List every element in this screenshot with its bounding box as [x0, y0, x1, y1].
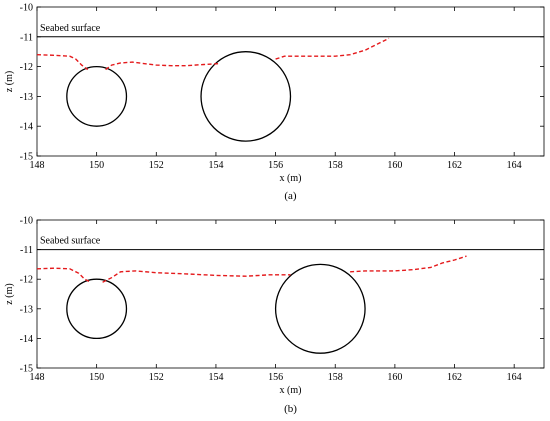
x-tick-label: 156: [268, 160, 283, 171]
y-tick-label: -10: [20, 3, 33, 14]
panel-a: 148 150 152 154 156 158 160 162 164 -10 -11 -12 -13 -…: [4, 3, 545, 202]
x-tick-label: 164: [507, 160, 522, 171]
y-axis-label: z (m): [4, 71, 15, 92]
x-tick-label: 154: [208, 160, 223, 171]
circle-2: [274, 263, 366, 354]
x-axis-label: x (m): [280, 385, 302, 396]
y-tick-label: -13: [20, 92, 33, 103]
y-tick-label: -10: [20, 216, 33, 227]
circle-2: [200, 51, 292, 142]
y-axis-label: z (m): [4, 283, 15, 304]
x-axis-label: x (m): [280, 173, 302, 184]
panel-caption: (b): [284, 403, 297, 415]
y-tick-label: -11: [20, 32, 33, 43]
series-line-segment-2: [105, 61, 219, 71]
x-tick-label: 160: [387, 160, 402, 171]
x-tick-label: 164: [507, 372, 522, 383]
x-tick-label: 148: [30, 372, 45, 383]
series-line-segment-1: [36, 54, 89, 71]
x-tick-label: 158: [328, 372, 343, 383]
panel-caption: (a): [284, 190, 297, 202]
x-tick-label: 160: [387, 372, 402, 383]
y-tick-label: -12: [20, 275, 33, 286]
plot-frame: [36, 6, 545, 157]
seabed-surface-label: Seabed surface: [40, 236, 101, 247]
seabed-surface-label: Seabed surface: [40, 23, 101, 34]
circle-1: [66, 65, 128, 127]
y-tick-label: -14: [20, 122, 33, 133]
x-tick-label: 152: [149, 160, 164, 171]
x-tick-label: 150: [89, 160, 104, 171]
x-tick-label: 150: [89, 372, 104, 383]
y-tick-label: -14: [20, 334, 33, 345]
y-tick-label: -12: [20, 62, 33, 73]
series-line-segment-3: [350, 255, 467, 273]
x-tick-label: 154: [208, 372, 223, 383]
y-tick-label: -13: [20, 304, 33, 315]
panel-b: 148 150 152 154 156 158 160 162 164 -10 -11 -12 -13 -…: [4, 216, 545, 415]
x-tick-label: 162: [447, 160, 462, 171]
x-tick-label: 156: [268, 372, 283, 383]
y-tick-label: -15: [20, 152, 33, 163]
x-tick-label: 148: [30, 160, 45, 171]
x-tick-label: 152: [149, 372, 164, 383]
series-line-segment-3: [275, 37, 390, 60]
x-tick-label: 162: [447, 372, 462, 383]
plot-frame: [36, 219, 545, 369]
x-tick-label: 158: [328, 160, 343, 171]
series-line-segment-2: [102, 270, 291, 283]
y-tick-label: -11: [20, 245, 33, 256]
circle-1: [66, 278, 128, 340]
series-line-segment-1: [36, 267, 92, 283]
y-tick-label: -15: [20, 364, 33, 375]
